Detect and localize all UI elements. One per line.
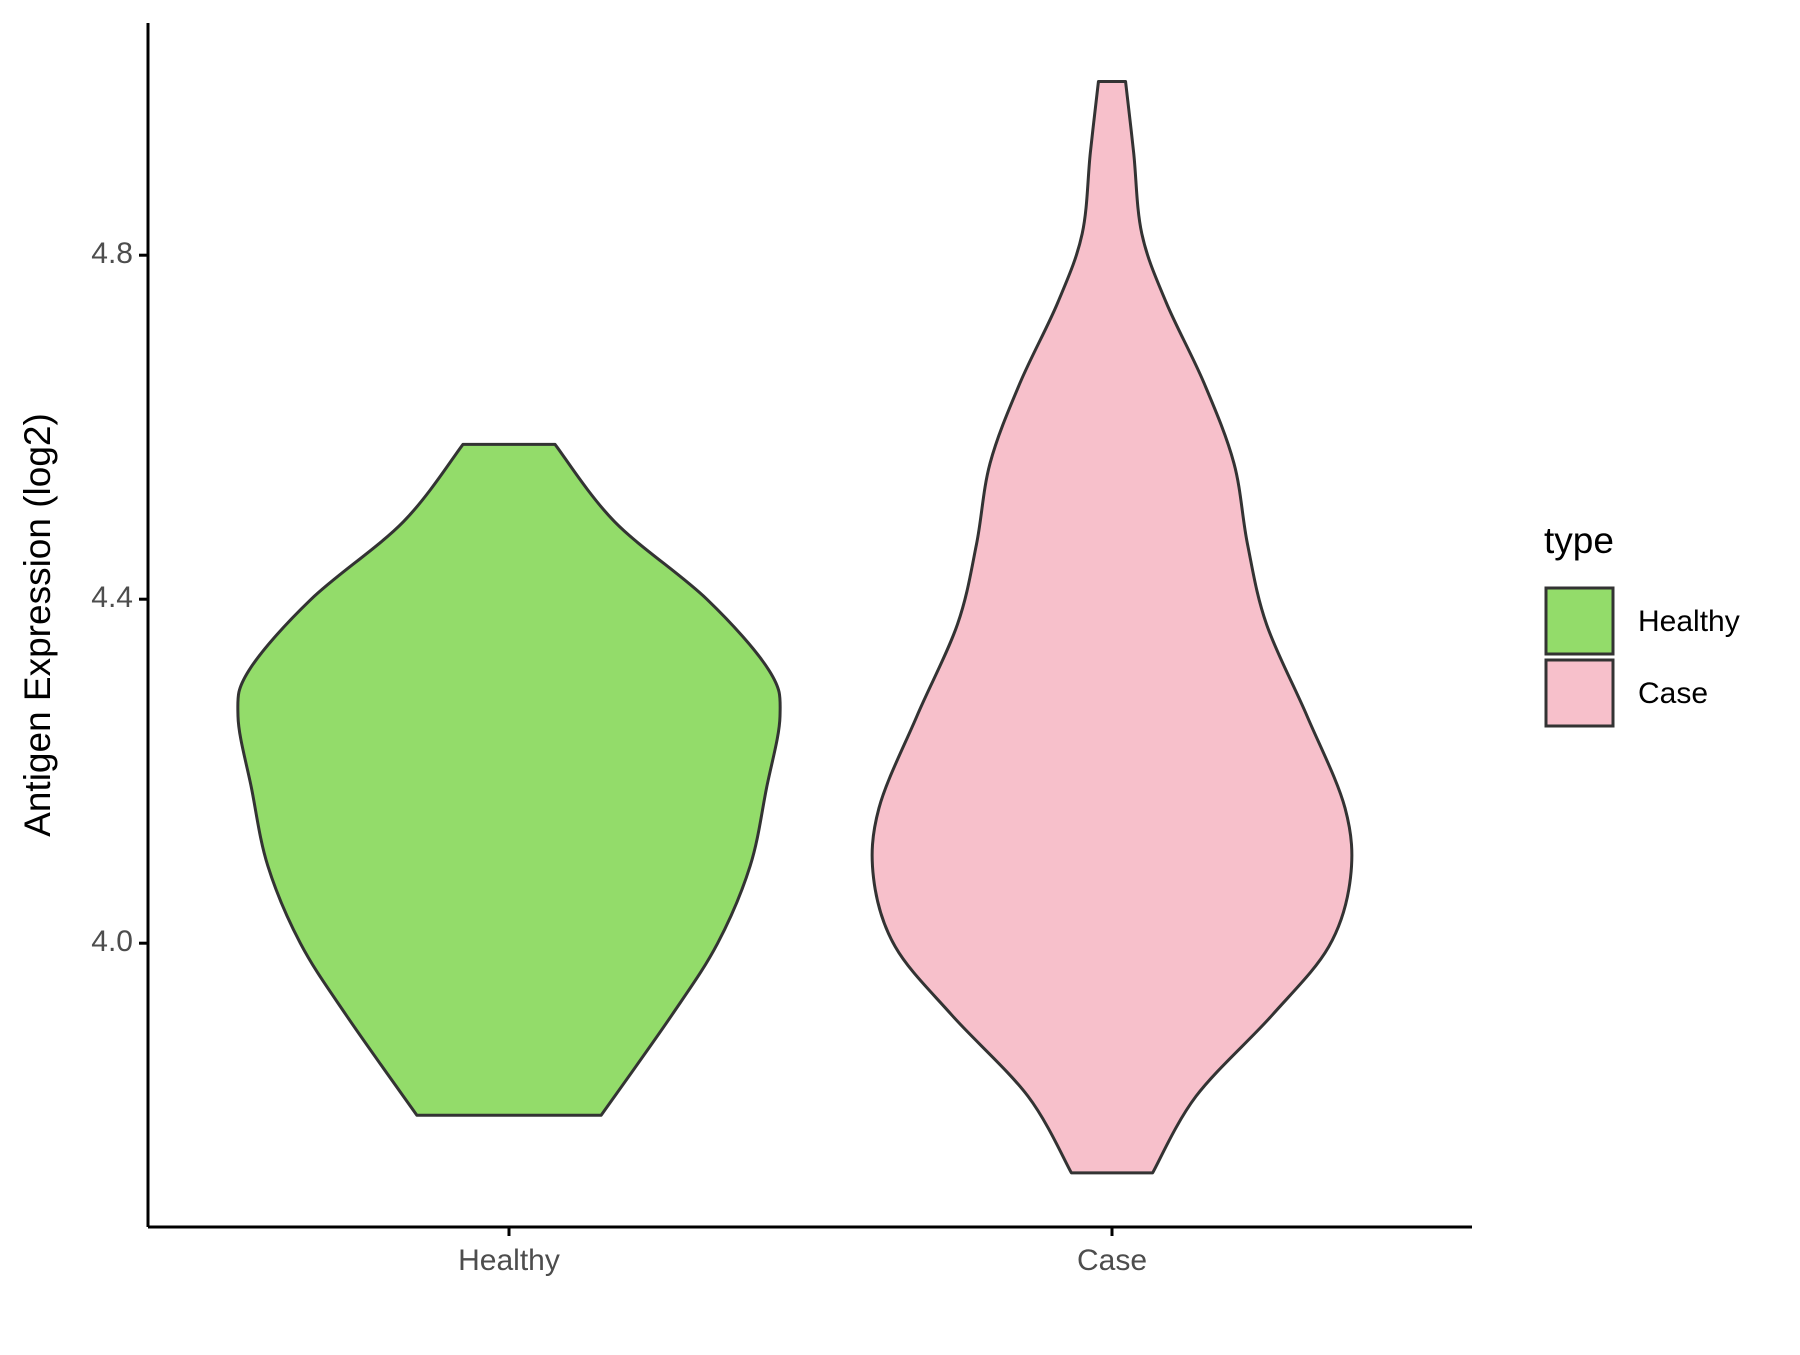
legend-label: Case [1638, 677, 1708, 710]
y-axis-title: Antigen Expression (log2) [17, 413, 58, 837]
legend-title: type [1544, 520, 1614, 561]
y-tick-label: 4.8 [91, 237, 133, 270]
legend-key [1544, 586, 1615, 656]
x-tick-label: Healthy [458, 1244, 560, 1277]
legend-key [1544, 658, 1615, 728]
y-tick-label: 4.0 [91, 925, 133, 958]
y-tick-label: 4.4 [91, 581, 133, 614]
violin [236, 442, 782, 1117]
violin [870, 79, 1354, 1175]
legend-label: Healthy [1638, 605, 1740, 638]
x-tick-label: Case [1077, 1244, 1147, 1277]
